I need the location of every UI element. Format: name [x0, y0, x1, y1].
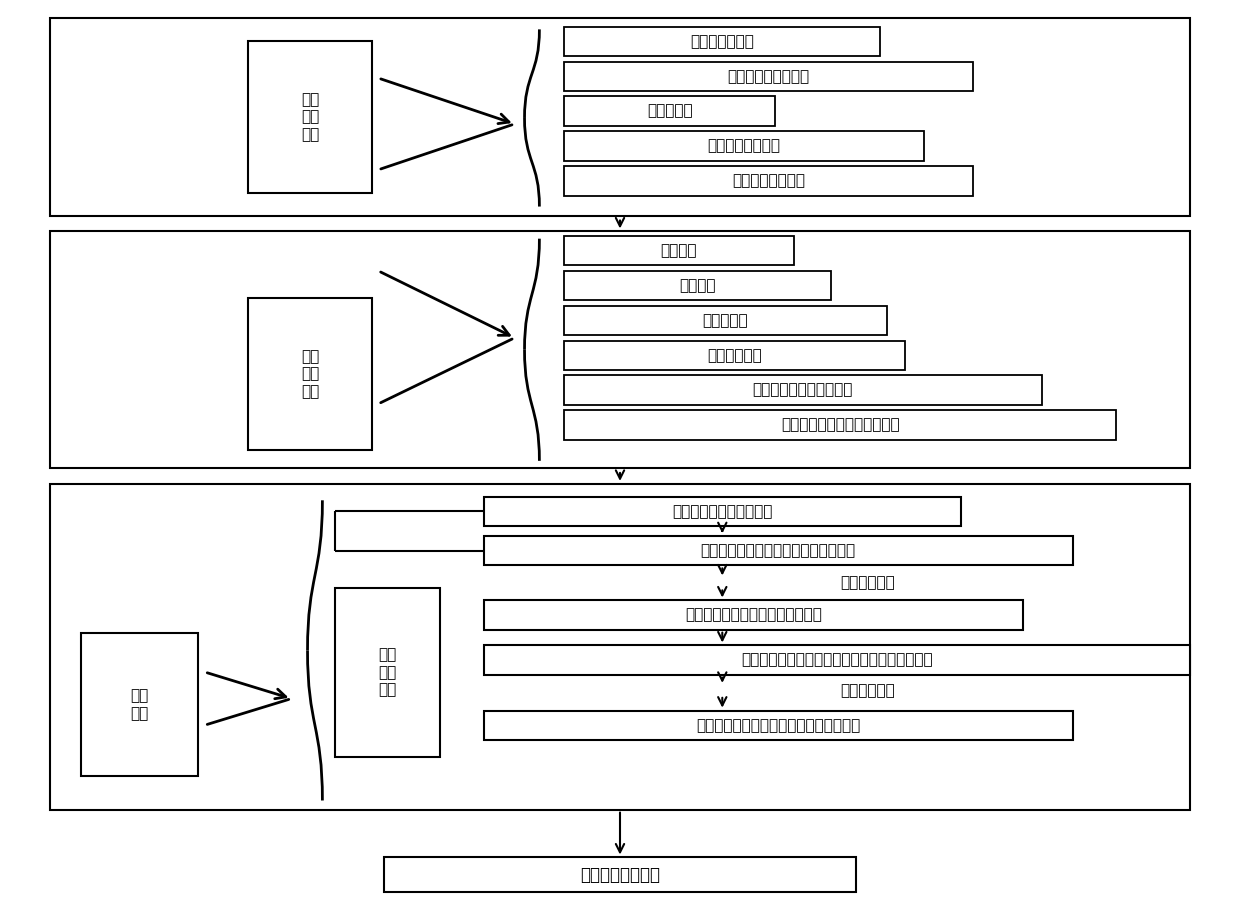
Bar: [248, 298, 372, 450]
Bar: [50, 484, 1190, 810]
Text: 检查输入数据: 检查输入数据: [841, 576, 895, 590]
Bar: [484, 711, 1073, 740]
Text: 变形介质划分及物性设计: 变形介质划分及物性设计: [753, 383, 853, 397]
Text: 模拟成果：应力方向与差应力大小分布图: 模拟成果：应力方向与差应力大小分布图: [696, 718, 861, 733]
Bar: [564, 271, 831, 300]
Bar: [564, 410, 1116, 440]
Bar: [564, 62, 973, 91]
Bar: [384, 857, 856, 892]
Bar: [484, 536, 1073, 565]
Text: 构造应力场分期: 构造应力场分期: [691, 34, 754, 49]
Text: 建立
地质
模型: 建立 地质 模型: [301, 92, 319, 142]
Text: 在误
差范
围外: 在误 差范 围外: [378, 647, 397, 698]
Bar: [248, 41, 372, 193]
Bar: [81, 633, 198, 776]
Bar: [564, 96, 775, 126]
Bar: [564, 166, 973, 196]
Bar: [564, 306, 887, 335]
Text: 确定变形介质类型: 确定变形介质类型: [708, 139, 780, 153]
Text: 外荷作用力的选定与试凑: 外荷作用力的选定与试凑: [672, 504, 773, 519]
Bar: [484, 600, 1023, 630]
Bar: [564, 375, 1042, 405]
Text: 单元划分: 单元划分: [661, 243, 697, 258]
Text: 增量次数选定: 增量次数选定: [707, 348, 763, 363]
Text: 弹塑性增量法构造应力场数值模拟计算: 弹塑性增量法构造应力场数值模拟计算: [701, 543, 856, 558]
Text: 核查模拟效果：与实测点的应力方向和大小对比: 核查模拟效果：与实测点的应力方向和大小对比: [742, 653, 932, 667]
Text: 数值
模拟: 数值 模拟: [130, 688, 149, 721]
Bar: [564, 236, 794, 265]
Text: 测试变形介质物性: 测试变形介质物性: [733, 174, 805, 188]
Bar: [484, 497, 961, 526]
Bar: [335, 588, 440, 757]
Text: 测试应力值: 测试应力值: [647, 104, 692, 118]
Text: 平面或立体应力应变问题选定: 平面或立体应力应变问题选定: [781, 418, 899, 432]
Bar: [50, 18, 1190, 216]
Bar: [50, 231, 1190, 468]
Bar: [484, 645, 1190, 675]
Text: 建立
数学
模型: 建立 数学 模型: [301, 349, 319, 399]
Bar: [564, 131, 924, 161]
Text: 模拟成果综合解释: 模拟成果综合解释: [580, 866, 660, 884]
Bar: [564, 27, 880, 56]
Bar: [564, 341, 905, 370]
Text: 确定区域主应力方向: 确定区域主应力方向: [728, 69, 810, 84]
Text: 节点排序: 节点排序: [680, 278, 715, 293]
Text: 计算结果：主应力与差应力分布图: 计算结果：主应力与差应力分布图: [684, 608, 822, 622]
Text: 约束点确定: 约束点确定: [703, 313, 748, 328]
Text: 在误差范围内: 在误差范围内: [841, 683, 895, 698]
